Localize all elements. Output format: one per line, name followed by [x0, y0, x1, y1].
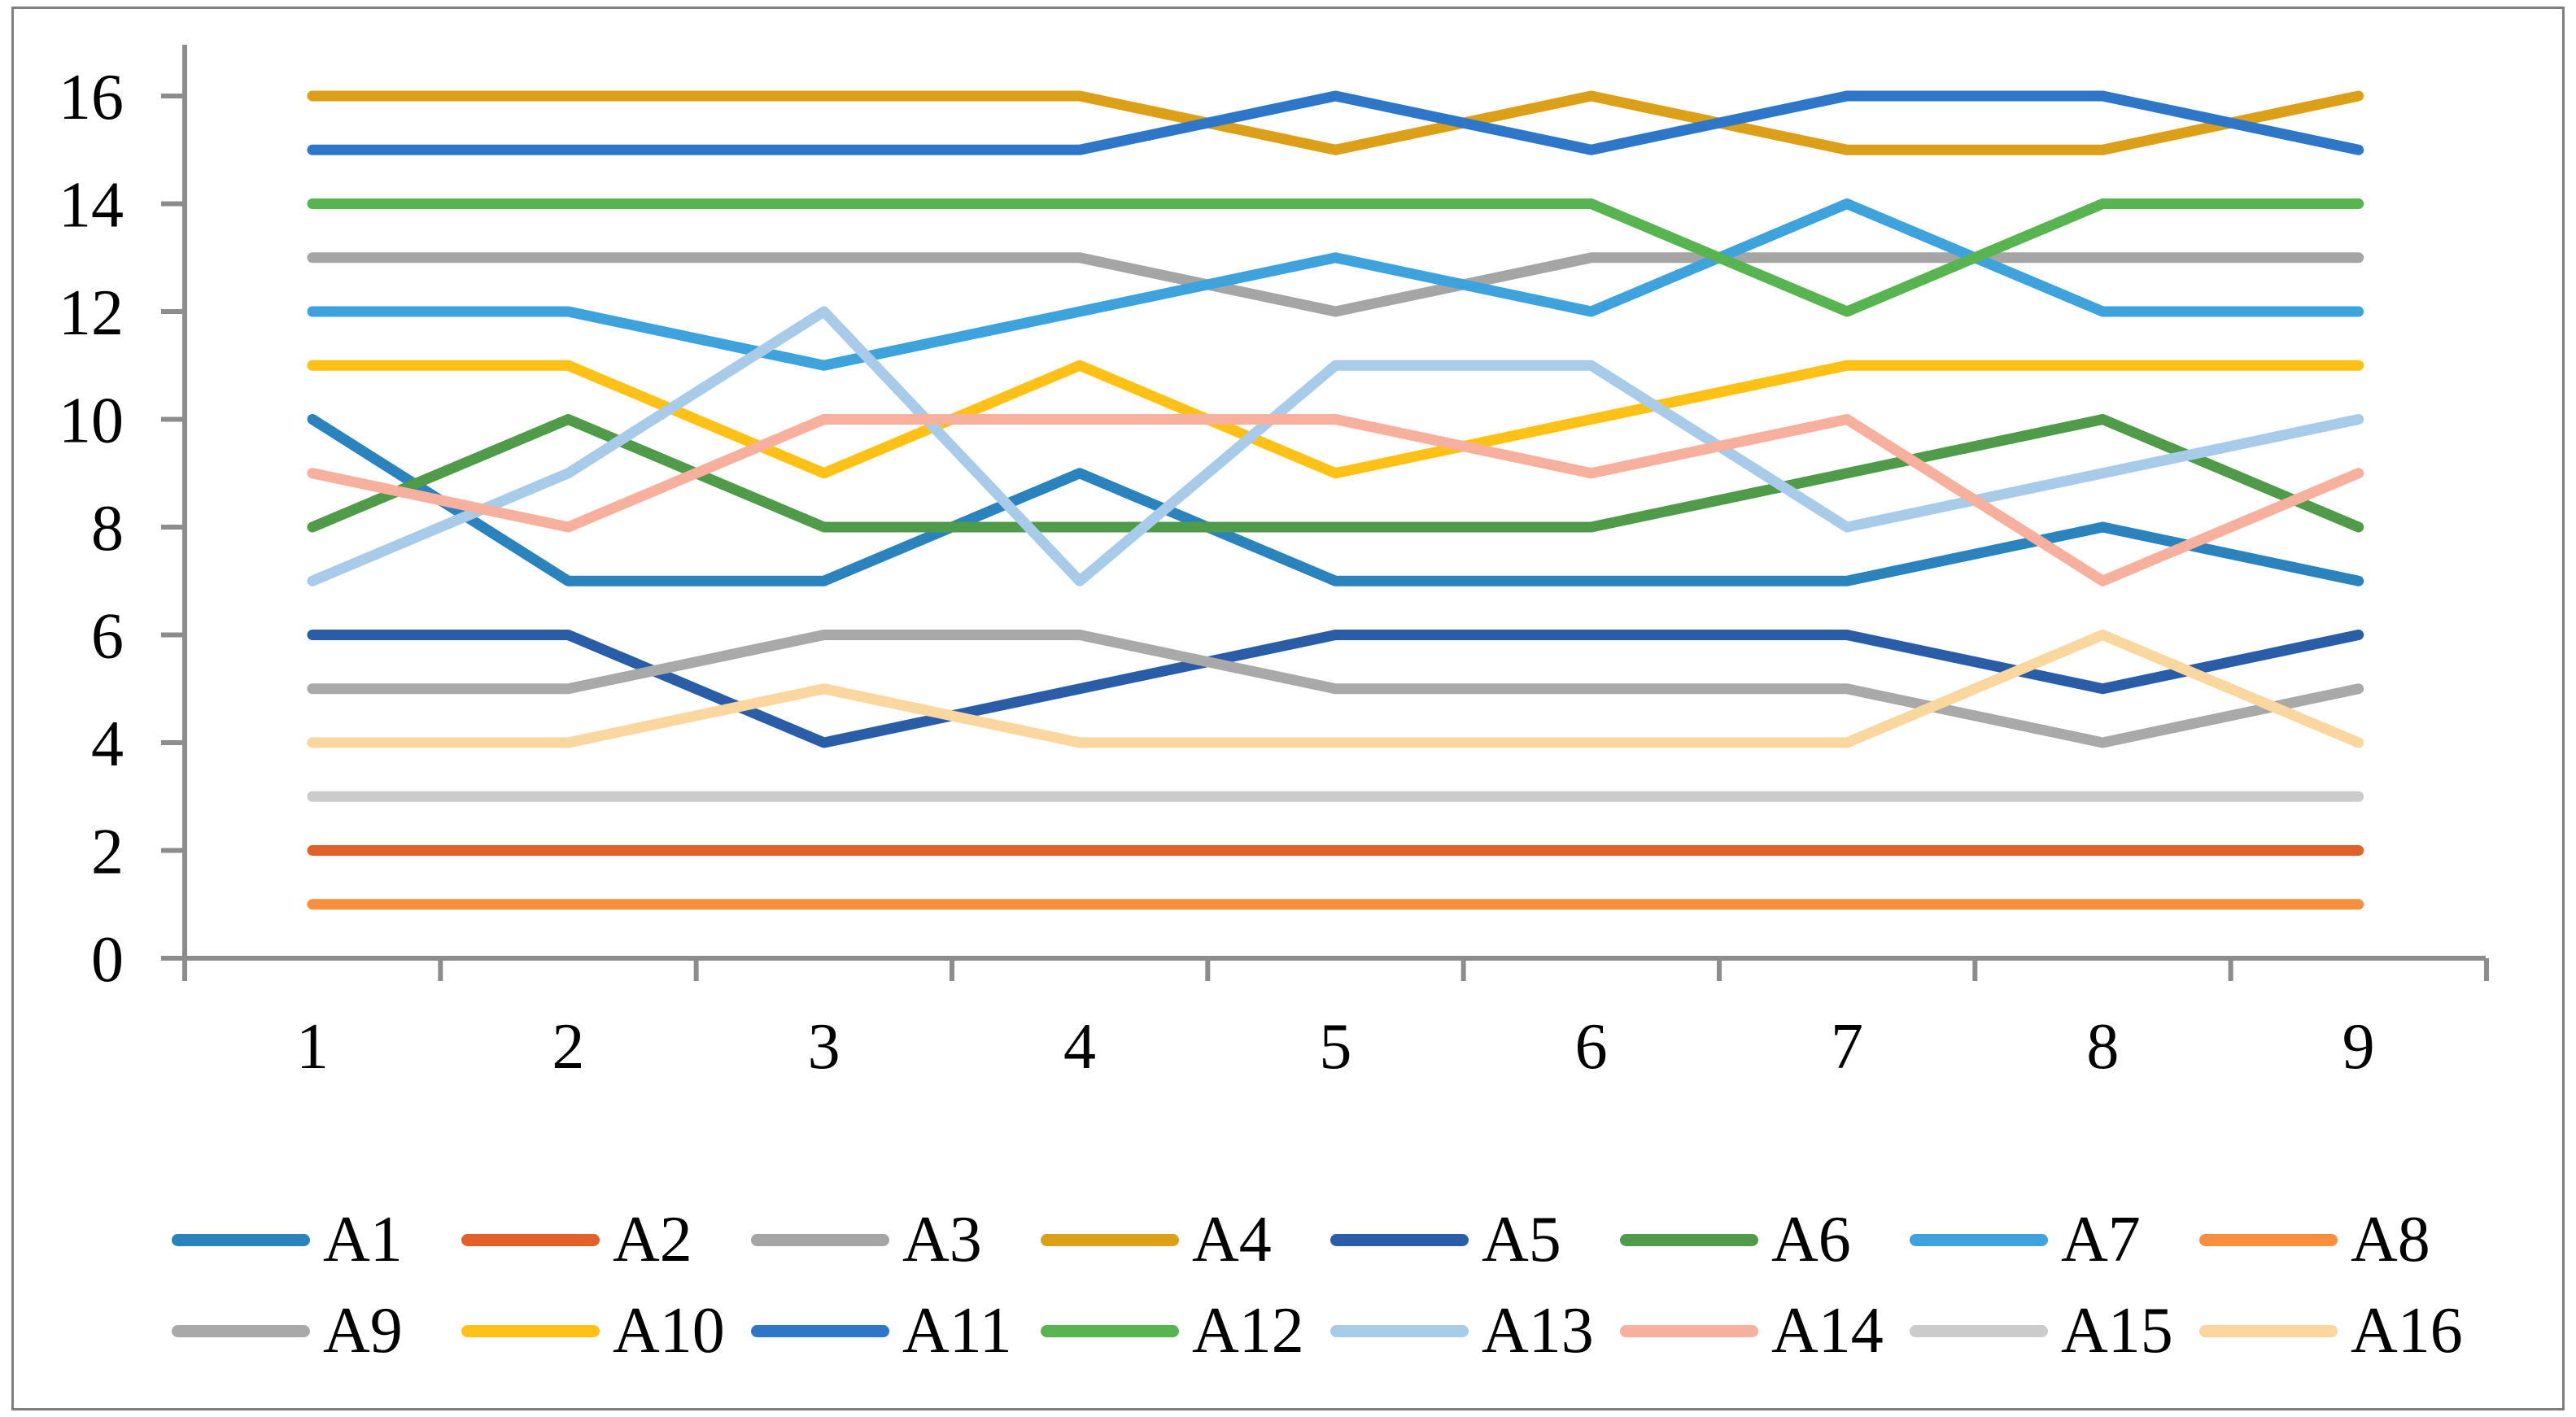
x-tick-label: 3: [808, 1011, 840, 1083]
legend-label: A11: [902, 1295, 1012, 1367]
x-tick-label: 6: [1575, 1011, 1608, 1083]
x-tick-label: 5: [1319, 1011, 1351, 1083]
legend-swatch-A1: [172, 1233, 310, 1246]
y-tick-label: 8: [91, 493, 124, 565]
legend-item-A9: A9: [172, 1285, 461, 1376]
legend-item-A8: A8: [2199, 1194, 2489, 1285]
series-line-A16: [307, 630, 2364, 748]
series-line-A3: [307, 252, 2364, 317]
legend-item-A7: A7: [1910, 1194, 2199, 1285]
legend-swatch-A7: [1910, 1233, 2048, 1246]
legend-label: A13: [1482, 1295, 1594, 1367]
x-tick-label: 4: [1063, 1011, 1096, 1083]
legend-item-A10: A10: [461, 1285, 751, 1376]
chart-border: [11, 7, 2565, 1410]
legend-label: A3: [902, 1204, 982, 1275]
legend-swatch-A10: [461, 1324, 600, 1337]
plot-series: [307, 90, 2364, 910]
legend-swatch-A2: [461, 1233, 600, 1246]
axes: [161, 45, 2489, 981]
legend-item-A6: A6: [1620, 1194, 1910, 1285]
legend-item-A13: A13: [1330, 1285, 1620, 1376]
legend-item-A3: A3: [751, 1194, 1041, 1285]
legend-label: A2: [613, 1204, 692, 1275]
y-axis-tick-labels: 0 2 4 6 8 10 12 14 16: [59, 62, 124, 996]
legend-swatch-A5: [1330, 1233, 1469, 1246]
series-line-A1: [307, 414, 2364, 586]
y-tick-label: 10: [59, 386, 124, 457]
legend-label: A8: [2351, 1204, 2430, 1275]
series-line-A11: [307, 90, 2364, 155]
legend-item-A11: A11: [751, 1285, 1041, 1376]
legend-item-A1: A1: [172, 1194, 461, 1285]
y-tick-label: 16: [59, 62, 124, 133]
legend-label: A15: [2061, 1295, 2173, 1367]
legend-swatch-A9: [172, 1324, 310, 1337]
y-tick-label: 6: [91, 601, 124, 673]
legend-swatch-A4: [1041, 1233, 1179, 1246]
legend-item-A4: A4: [1041, 1194, 1330, 1285]
legend-label: A9: [323, 1295, 403, 1367]
x-tick-label: 1: [296, 1011, 329, 1083]
x-tick-label: 9: [2342, 1011, 2375, 1083]
legend-item-A12: A12: [1041, 1285, 1330, 1376]
legend-label: A7: [2061, 1204, 2141, 1275]
series-line-A14: [307, 414, 2364, 586]
legend-swatch-A16: [2199, 1324, 2338, 1337]
y-tick-label: 12: [59, 277, 124, 349]
legend-label: A12: [1192, 1295, 1304, 1367]
legend-label: A10: [613, 1295, 725, 1367]
series-line-A10: [307, 360, 2364, 479]
series-line-A13: [307, 306, 2364, 586]
series-line-A4: [307, 90, 2364, 155]
series-line-A7: [307, 198, 2364, 371]
legend-item-A2: A2: [461, 1194, 751, 1285]
legend-swatch-A11: [751, 1324, 889, 1337]
legend-label: A4: [1192, 1204, 1272, 1275]
legend-swatch-A12: [1041, 1324, 1179, 1337]
legend-item-A15: A15: [1910, 1285, 2199, 1376]
series-line-A12: [307, 198, 2364, 317]
y-tick-label: 0: [91, 924, 124, 996]
legend-swatch-A14: [1620, 1324, 1758, 1337]
legend-swatch-A6: [1620, 1233, 1758, 1246]
series-line-A6: [307, 414, 2364, 533]
y-tick-label: 2: [91, 817, 124, 888]
y-tick-label: 14: [59, 170, 124, 242]
legend-label: A1: [323, 1204, 403, 1275]
legend-swatch-A3: [751, 1233, 889, 1246]
x-tick-label: 2: [552, 1011, 584, 1083]
chart-legend: A1 A2 A3 A4 A5 A6 A7 A8 A9 A10 A11 A12 A13 A14 A15 A16: [172, 1194, 2489, 1376]
legend-swatch-A15: [1910, 1324, 2048, 1337]
legend-swatch-A8: [2199, 1233, 2338, 1246]
legend-label: A16: [2351, 1295, 2463, 1367]
legend-item-A5: A5: [1330, 1194, 1620, 1285]
legend-label: A5: [1482, 1204, 1561, 1275]
x-axis-tick-labels: 1 2 3 4 5 6 7 8 9: [296, 1011, 2375, 1083]
x-tick-label: 8: [2086, 1011, 2119, 1083]
legend-label: A6: [1771, 1204, 1851, 1275]
y-tick-label: 4: [91, 708, 124, 780]
series-line-A9: [307, 630, 2364, 748]
x-tick-label: 7: [1831, 1011, 1863, 1083]
legend-item-A14: A14: [1620, 1285, 1910, 1376]
legend-item-A16: A16: [2199, 1285, 2489, 1376]
legend-swatch-A13: [1330, 1324, 1469, 1337]
legend-label: A14: [1771, 1295, 1884, 1367]
